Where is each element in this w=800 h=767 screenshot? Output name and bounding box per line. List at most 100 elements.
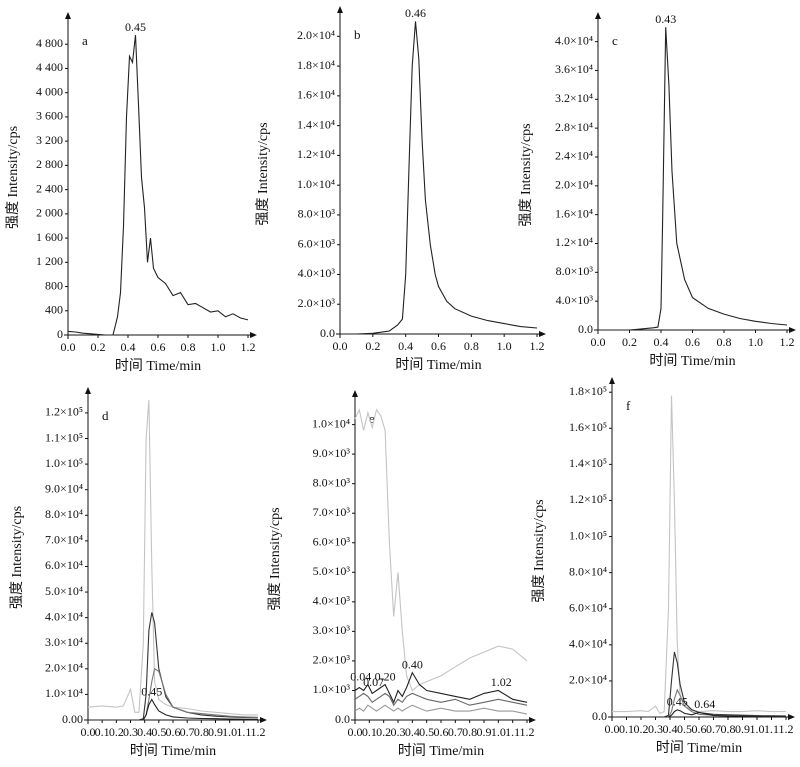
x-tick-label: 0.0: [333, 339, 348, 353]
y-tick-label: 9.0×10⁴: [45, 481, 83, 495]
y-tick-label: 0.00: [62, 712, 83, 726]
y-tick-label: 2 000: [36, 206, 63, 220]
y-tick-label: 1.2×10⁵: [569, 492, 607, 506]
y-axis-arrow: [337, 6, 343, 13]
y-tick-label: 1.0×10⁵: [45, 456, 83, 470]
x-axis-arrow: [529, 717, 536, 723]
series-line: [87, 400, 258, 716]
x-tick-label: 0.5: [677, 722, 692, 736]
y-tick-label: 1.8×10⁴: [297, 58, 335, 72]
x-tick-label: 0.0: [81, 725, 96, 739]
x-tick-label: 0.2: [622, 335, 637, 349]
y-tick-label: 0: [57, 327, 63, 341]
x-tick-label: 1.0: [211, 340, 226, 354]
y-tick-label: 1.6×10⁵: [569, 420, 607, 434]
x-tick-label: 0.4: [654, 335, 669, 349]
y-tick-label: 7.0×10³: [313, 505, 351, 519]
x-tick-label: 0.0: [348, 725, 363, 739]
x-tick-label: 0.5: [419, 725, 434, 739]
panel: 0.0 4.0×10³ 8.0×10³ 1.2×10⁴ 1.6×10⁴ 2.0×10⁴ 2.…: [518, 12, 796, 369]
y-tick-label: 4.0×10⁴: [555, 33, 593, 47]
y-tick-label: 1.2×10⁴: [555, 235, 593, 249]
peak-label: 0.45: [125, 20, 146, 34]
y-tick-label: 1.1×10⁵: [45, 430, 83, 444]
series-line: [354, 692, 528, 707]
x-tick-label: 0.2: [109, 725, 124, 739]
y-tick-label: 4 800: [36, 36, 63, 50]
x-axis-title: 时间 Time/min: [649, 353, 735, 369]
peak-label: 0.45: [141, 684, 162, 698]
series-line: [612, 709, 786, 718]
x-tick-label: 0.9: [477, 725, 492, 739]
peak-label: 0.07: [363, 675, 384, 689]
x-tick-label: 0.9: [208, 725, 223, 739]
y-tick-label: 3.0×10³: [313, 623, 351, 637]
x-tick-label: 0.4: [663, 722, 678, 736]
series-line: [354, 408, 528, 692]
y-tick-label: 4 000: [36, 84, 63, 98]
x-axis-title: 时间 Time/min: [395, 357, 481, 373]
x-axis-arrow: [250, 332, 257, 338]
x-tick-label: 1.2: [530, 339, 545, 353]
x-tick-label: 0.1: [362, 725, 377, 739]
x-tick-label: 0.6: [431, 339, 446, 353]
x-tick-label: 0.0: [605, 722, 620, 736]
x-tick-label: 1.1: [764, 722, 779, 736]
y-tick-label: 4.0×10⁴: [569, 637, 607, 651]
y-tick-label: 1 600: [36, 230, 63, 244]
x-axis-arrow: [539, 331, 546, 337]
y-axis-title: 强度 Intensity/cps: [518, 123, 534, 226]
x-axis-arrow: [260, 717, 267, 723]
x-tick-label: 1.0: [750, 722, 765, 736]
y-tick-label: 5.0×10⁴: [45, 584, 83, 598]
x-axis-arrow: [789, 327, 796, 333]
x-tick-label: 0.7: [706, 722, 721, 736]
y-tick-label: 6.0×10³: [298, 236, 336, 250]
y-tick-label: 3.0×10⁴: [45, 635, 83, 649]
y-tick-label: 5.0×10³: [313, 564, 351, 578]
series-line: [67, 35, 249, 336]
y-axis-title: 强度 Intensity/cps: [255, 122, 271, 225]
x-axis-title: 时间 Time/min: [398, 743, 484, 759]
y-tick-label: 2.0×10³: [298, 296, 336, 310]
y-tick-label: 1.0×10³: [313, 682, 351, 696]
y-tick-label: 1.4×10⁵: [569, 456, 607, 470]
x-tick-label: 1.2: [251, 725, 266, 739]
x-tick-label: 0.9: [735, 722, 750, 736]
y-axis-arrow: [65, 12, 71, 19]
y-tick-label: 4.0×10³: [313, 594, 351, 608]
panel: 0.0 2.0×10⁴ 4.0×10⁴ 6.0×10⁴ 8.0×10⁴ 1.0×10⁵ 1.…: [531, 377, 795, 756]
y-axis-arrow: [595, 12, 601, 19]
x-tick-label: 0.1: [95, 725, 110, 739]
x-tick-label: 1.1: [505, 725, 520, 739]
x-tick-label: 0.5: [151, 725, 166, 739]
x-tick-label: 0.1: [619, 722, 634, 736]
y-axis-title: 强度 Intensity/cps: [5, 126, 21, 229]
y-tick-label: 1.0×10⁴: [312, 416, 350, 430]
y-tick-label: 4.0×10³: [556, 293, 594, 307]
x-tick-label: 0.6: [692, 722, 707, 736]
series-line: [354, 704, 528, 715]
y-tick-label: 7.0×10⁴: [45, 533, 83, 547]
x-tick-label: 0.6: [151, 340, 166, 354]
y-tick-label: 3 200: [36, 133, 63, 147]
peak-label: 1.02: [491, 675, 512, 689]
x-tick-label: 1.0: [748, 335, 763, 349]
y-tick-label: 8.0×10⁴: [569, 564, 607, 578]
x-tick-label: 0.8: [717, 335, 732, 349]
panel-label: e: [369, 411, 375, 426]
y-axis-title: 强度 Intensity/cps: [531, 499, 547, 602]
y-axis-title: 强度 Intensity/cps: [9, 506, 25, 609]
x-tick-label: 1.1: [236, 725, 251, 739]
series-line: [598, 27, 788, 331]
y-tick-label: 2.0×10⁴: [45, 661, 83, 675]
x-tick-label: 1.2: [241, 340, 256, 354]
panel: 0.0 1.0×10³ 2.0×10³ 3.0×10³ 4.0×10³ 5.0×10³ 6.…: [267, 390, 536, 759]
x-tick-label: 0.0: [61, 340, 76, 354]
peak-label: 0.43: [655, 12, 676, 26]
y-tick-label: 8.0×10³: [298, 207, 336, 221]
y-axis-title: 强度 Intensity/cps: [267, 507, 283, 610]
x-axis-arrow: [788, 714, 795, 720]
